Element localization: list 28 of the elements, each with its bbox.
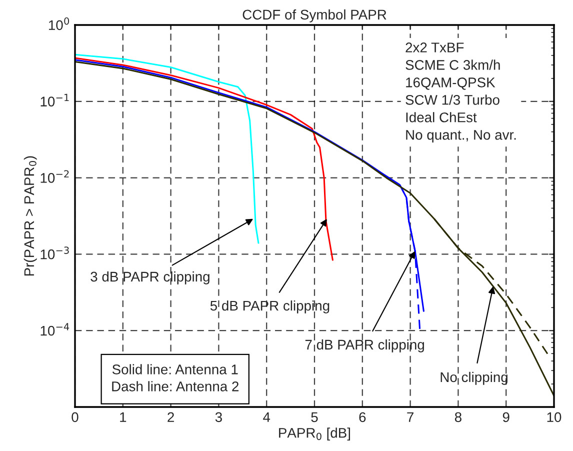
y-tick-label: 10$^{−4}$	[40, 323, 70, 336]
x-tick-label: 4	[263, 412, 270, 422]
annotation: 3 dB PAPR clipping	[90, 271, 210, 284]
x-tick-label: 3	[215, 412, 222, 422]
y-axis-title: Pr(PAPR > PAPR$_{0}$)	[24, 156, 37, 276]
x-tick-label: 1	[120, 412, 126, 422]
annotation: 5 dB PAPR clipping	[210, 300, 330, 314]
y-tick-label: 10$^{−3}$	[40, 246, 69, 260]
y-tick-label: 10$^{−1}$	[40, 94, 69, 106]
line-series	[75, 54, 260, 244]
x-tick-label: 0	[72, 412, 78, 422]
y-tick-label: 10$^{0}$	[48, 17, 70, 30]
x-tick-label: 5	[311, 412, 318, 422]
x-tick-label: 2	[168, 412, 174, 422]
x-tick-label: 10	[547, 412, 562, 422]
x-tick-label: 7	[407, 412, 414, 422]
y-tick-label: 10$^{−2}$	[40, 170, 69, 183]
annotation: 2x2 TxBF SCME C 3km/h 16QAM-QPSK SCW 1/3 Turbo Ideal ChEst No quant., No avr.	[406, 42, 516, 143]
line-series	[75, 57, 334, 261]
x-tick-label: 9	[502, 412, 510, 422]
annotation: 7 dB PAPR clipping	[305, 339, 424, 352]
chart-title: CCDF of Symbol PAPR	[242, 9, 386, 22]
line-series	[75, 61, 554, 397]
annotation: No clipping	[440, 372, 508, 385]
x-tick-label: 8	[454, 412, 462, 422]
x-axis-title: PAPR$_{0}$ [dB]	[279, 428, 350, 441]
annotation: Solid line: Antenna 1 Dash line: Antenna 2	[112, 364, 239, 392]
x-tick-label: 6	[359, 412, 366, 422]
